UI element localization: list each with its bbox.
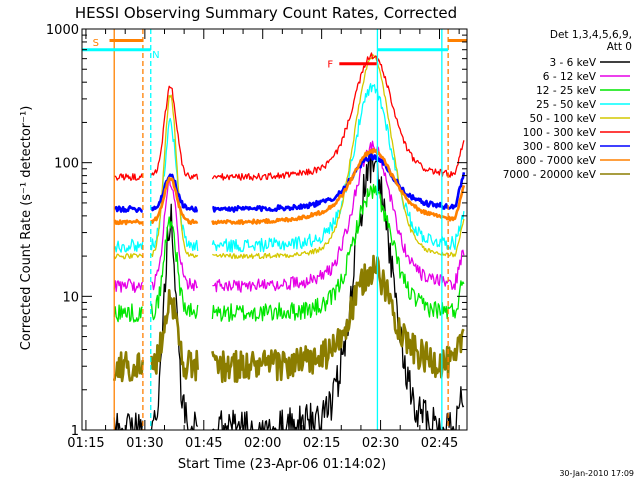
y-tick-label-0: 1 [71,424,79,439]
x-tick-label-0: 01:15 [67,436,104,451]
timestamp-stamp: 30-Jan-2010 17:09 [559,469,634,478]
y-tick-label-3: 1000 [46,23,79,38]
legend-label-0: 3 - 6 keV [549,57,596,69]
x-tick-label-4: 02:15 [303,436,340,451]
legend-header-attenuator: Att 0 [607,41,632,53]
marker-letter-0: S [93,38,99,49]
series-line-0 [113,146,465,430]
legend: Det 1,3,4,5,6,9, Att 0 3 - 6 keV 6 - 12 k… [503,29,632,181]
series-line-1 [113,140,465,293]
legend-label-7: 800 - 7000 keV [516,155,597,167]
plot-area: S N F 1 10 100 1000 01:15 01:30 01:45 02:00 02:15 02… [46,23,468,451]
legend-label-4: 50 - 100 keV [529,113,596,125]
x-axis-label: Start Time (23-Apr-06 01:14:02) [178,457,386,472]
legend-header-detectors: Det 1,3,4,5,6,9, [550,29,632,41]
legend-label-8: 7000 - 20000 keV [503,169,597,181]
plot-frame [81,28,468,431]
series-group [112,52,466,430]
x-tick-label-6: 02:45 [421,436,458,451]
series-line-4 [113,54,465,260]
x-tick-label-3: 02:00 [244,436,281,451]
legend-label-2: 12 - 25 keV [536,85,597,97]
marker-letter-2: F [327,60,333,71]
legend-label-6: 300 - 800 keV [523,141,597,153]
series-line-8 [112,254,465,384]
series-line-6 [113,153,466,213]
x-tick-label-2: 01:45 [185,436,222,451]
marker-letter-1: N [152,50,159,61]
y-axis-label: Corrected Count Rate (s⁻¹ detector⁻¹) [19,106,34,351]
series-line-7 [113,147,466,226]
chart-title: HESSI Observing Summary Count Rates, Cor… [75,4,457,22]
legend-label-3: 25 - 50 keV [536,99,597,111]
x-tick-label-5: 02:30 [362,436,399,451]
legend-label-5: 100 - 300 keV [523,127,597,139]
legend-label-1: 6 - 12 keV [543,71,597,83]
x-tick-label-1: 01:30 [126,436,163,451]
y-tick-label-2: 100 [54,157,79,172]
series-line-5 [114,52,465,181]
y-tick-label-1: 10 [62,290,79,305]
series-line-2 [113,183,465,323]
